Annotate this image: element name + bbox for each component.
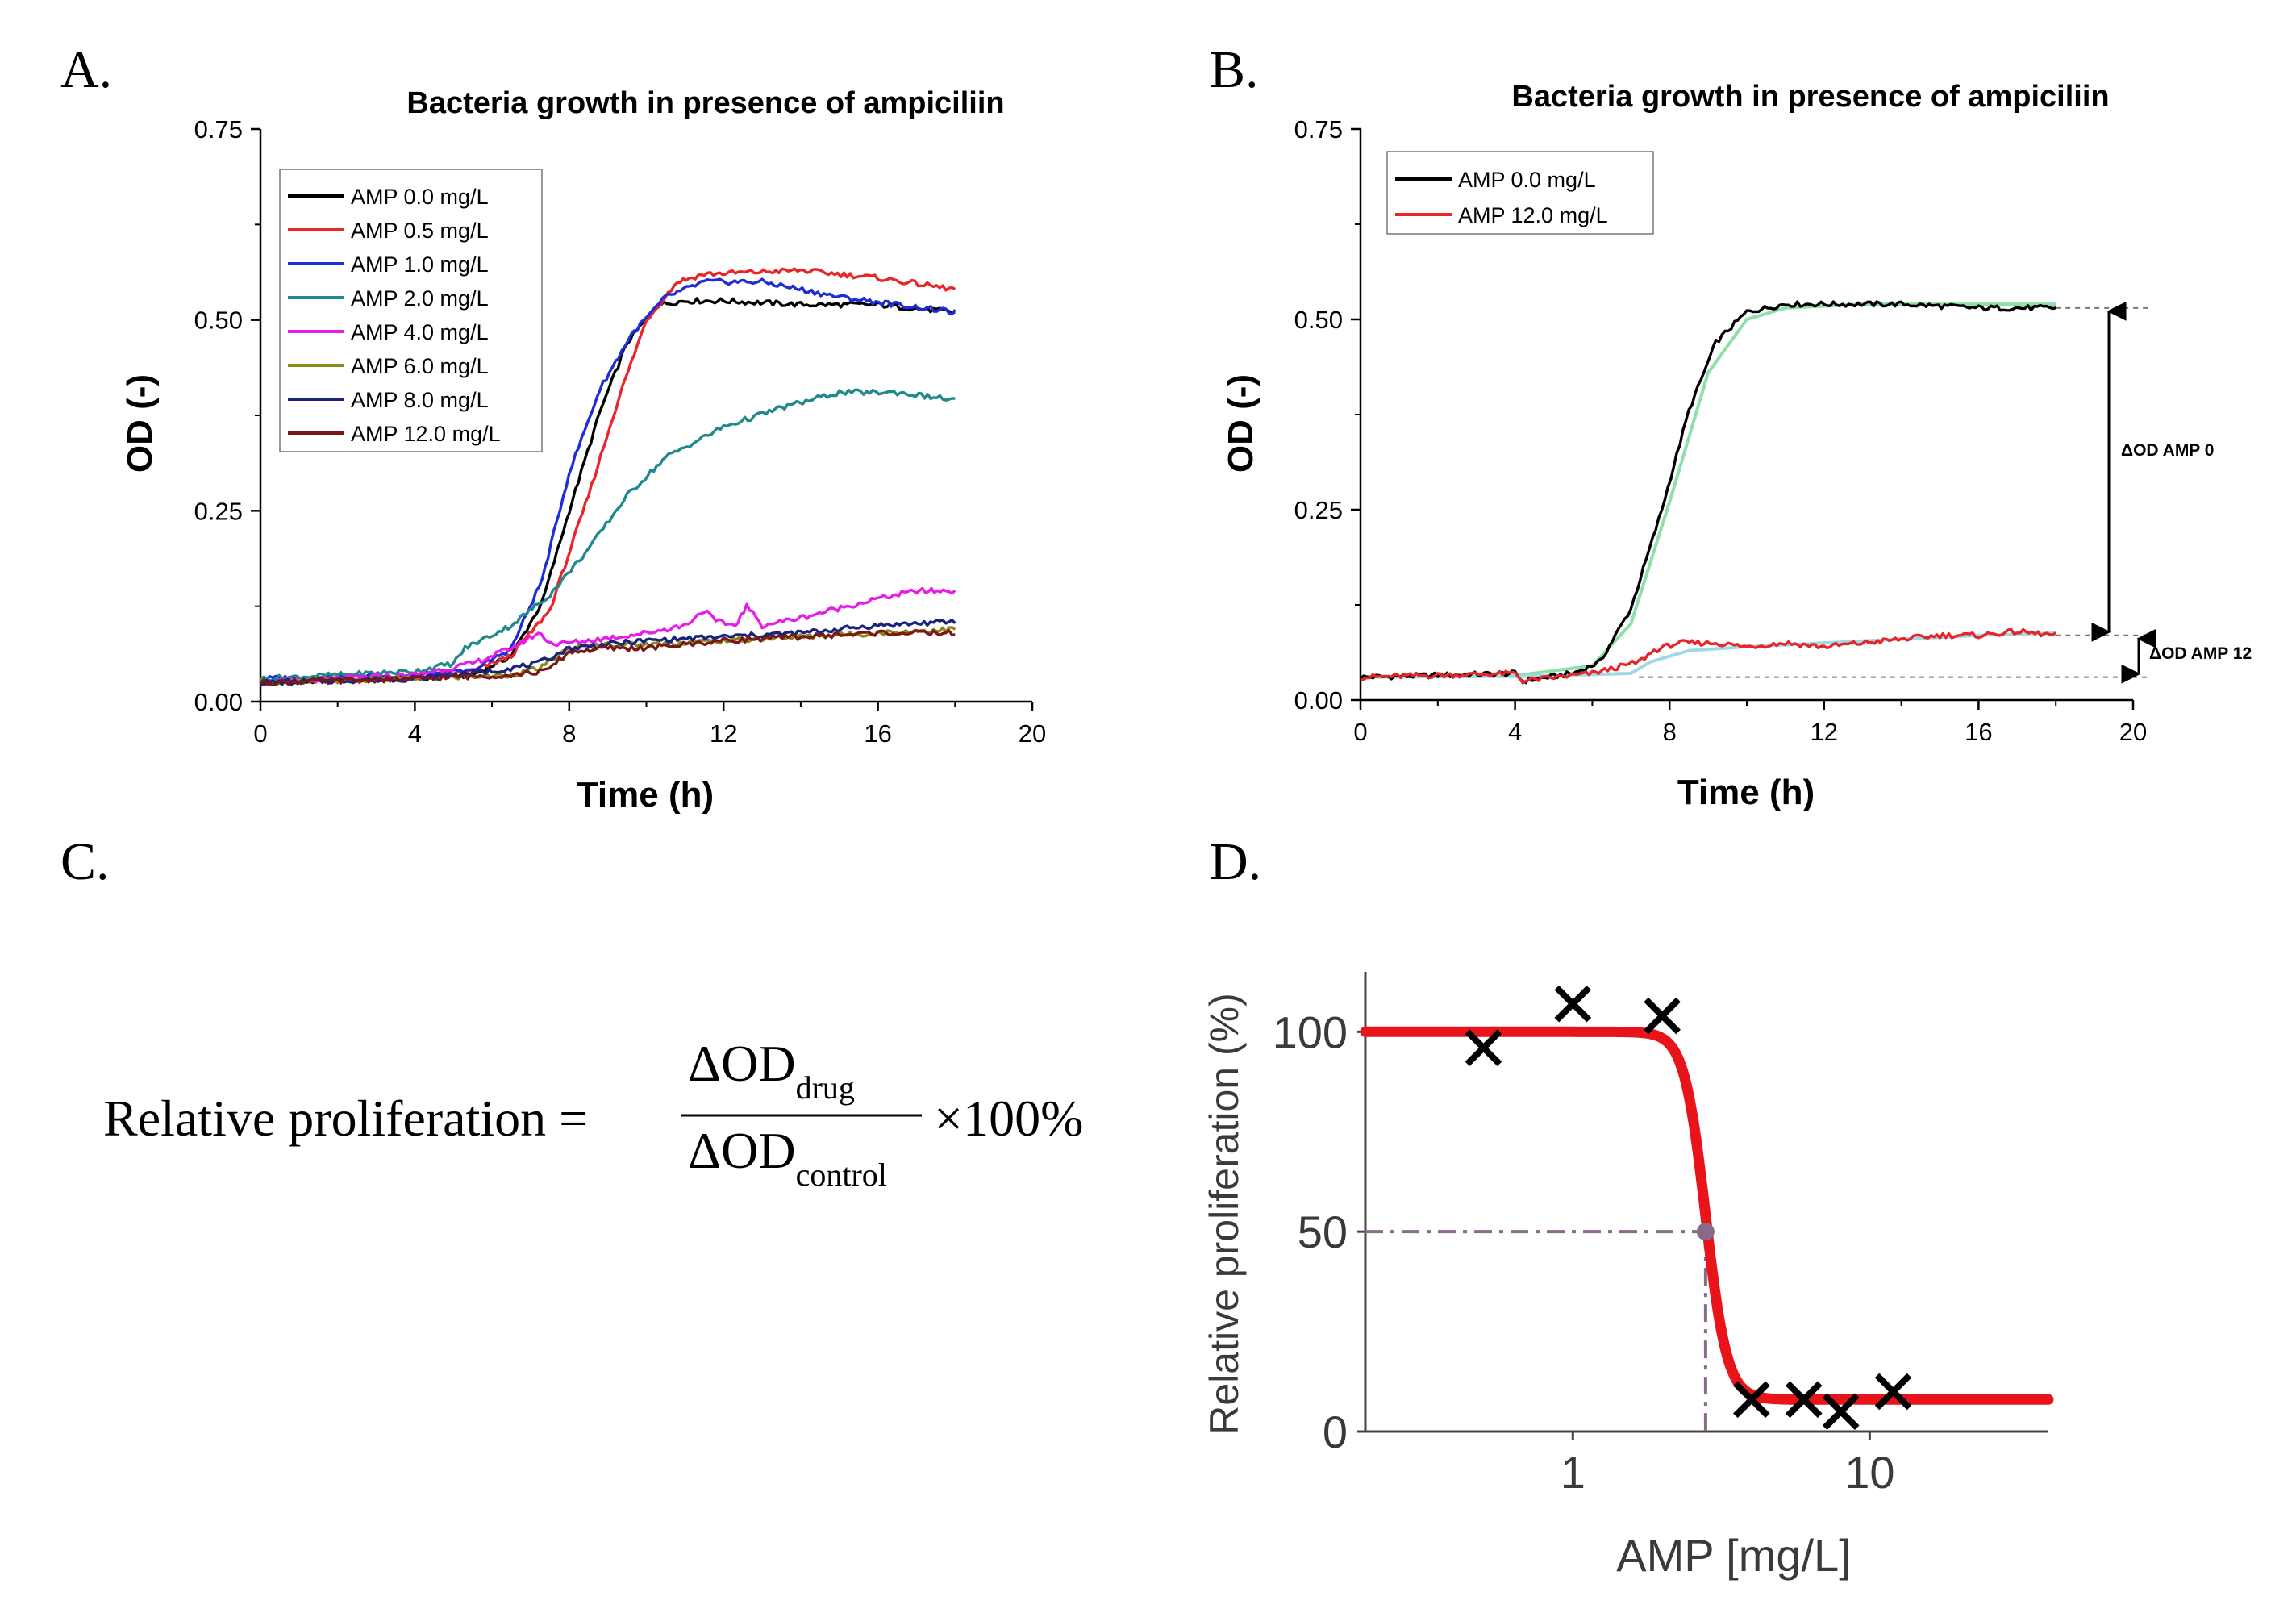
chart-a-legend-label: AMP 2.0 mg/L xyxy=(351,286,489,311)
chart-a-y-tick-label: 0.00 xyxy=(194,688,243,716)
chart-a-series-line xyxy=(260,586,956,686)
chart-b-y-tick-label: 0.50 xyxy=(1294,306,1343,334)
chart-a-legend-box xyxy=(279,169,543,452)
chart-b-fit-line xyxy=(1361,631,2056,679)
chart-a-legend-label: AMP 8.0 mg/L xyxy=(351,388,489,412)
chart-a-x-tick-label: 0 xyxy=(253,719,267,748)
chart-a-plot-area: 0 4 8 12 16 20 0.00 0.25 0.50 0.75 xyxy=(194,115,1047,748)
ic50-point xyxy=(1696,1223,1715,1241)
chart-b-delta-annotations: ΔOD AMP 0 ΔOD AMP 12 xyxy=(1638,301,2252,684)
data-point-marker xyxy=(1874,1373,1912,1411)
data-point-stroke xyxy=(1465,1029,1502,1067)
chart-b-xlabel: Time (h) xyxy=(1677,773,1815,812)
chart-a-series-line xyxy=(259,388,956,682)
delta-label-amp12: ΔOD AMP 12 xyxy=(2149,644,2252,663)
data-point-marker xyxy=(1785,1381,1823,1419)
chart-b-x-tick-label: 16 xyxy=(1965,718,1992,746)
chart-a-legend-label: AMP 4.0 mg/L xyxy=(351,320,489,344)
chart-b-legend-label: AMP 0.0 mg/L xyxy=(1458,168,1596,192)
chart-d-x-tick-label: 10 xyxy=(1844,1447,1894,1498)
chart-a-xlabel: Time (h) xyxy=(577,775,714,815)
formula-denominator: ΔODcontrol xyxy=(688,1122,887,1193)
formula-lhs: Relative proliferation = xyxy=(103,1090,588,1147)
chart-a-legend-label: AMP 1.0 mg/L xyxy=(351,252,489,277)
formula-rhs: ×100% xyxy=(934,1090,1083,1147)
chart-d-y-tick-label: 50 xyxy=(1298,1207,1348,1257)
data-point-stroke xyxy=(1874,1373,1912,1411)
chart-a-ylabel: OD (-) xyxy=(120,374,160,473)
delta-label-amp0: ΔOD AMP 0 xyxy=(2121,441,2214,460)
data-point-stroke xyxy=(1644,997,1681,1035)
chart-a-y-tick-label: 0.50 xyxy=(194,306,243,335)
panel-label-d: D. xyxy=(1210,832,1261,891)
data-point-stroke xyxy=(1733,1381,1770,1419)
panel-label-b: B. xyxy=(1210,40,1259,99)
chart-d-x-tick-label: 1 xyxy=(1561,1447,1586,1498)
chart-d-y-tick-label: 0 xyxy=(1323,1407,1348,1457)
chart-b-title: Bacteria growth in presence of ampicilii… xyxy=(1511,80,2109,114)
chart-b-series-line xyxy=(1359,300,2056,685)
chart-a-x-tick-label: 8 xyxy=(562,719,576,748)
chart-b-x-tick-label: 20 xyxy=(2119,718,2147,746)
panel-label-a: A. xyxy=(60,40,112,99)
formula-den-main: ΔOD xyxy=(688,1122,796,1179)
chart-d-plot-area: 0 50 100 1 10 xyxy=(1273,972,2054,1498)
chart-a-series-line xyxy=(259,628,956,686)
panel-c-formula: Relative proliferation = ΔODdrug ΔODcont… xyxy=(103,1035,1083,1193)
formula-den-sub: control xyxy=(796,1157,887,1193)
chart-b-x-tick-label: 12 xyxy=(1811,718,1838,746)
chart-b-y-tick-label: 0.00 xyxy=(1294,686,1343,715)
formula-num-main: ΔOD xyxy=(688,1035,796,1092)
chart-a-y-tick-label: 0.25 xyxy=(194,497,243,525)
chart-b-series-line xyxy=(1360,627,2057,685)
panel-label-c: C. xyxy=(60,832,110,891)
data-point-stroke xyxy=(1822,1393,1860,1431)
data-point-marker xyxy=(1733,1381,1770,1419)
data-point-stroke xyxy=(1554,985,1592,1023)
chart-d-y-tick-label: 100 xyxy=(1273,1007,1348,1057)
chart-a-x-tick-label: 16 xyxy=(864,719,891,748)
chart-b-legend-box xyxy=(1386,151,1654,235)
formula-numerator: ΔODdrug xyxy=(688,1035,855,1106)
chart-a-x-tick-label: 12 xyxy=(710,719,737,748)
panel-a-chart: Bacteria growth in presence of ampicilii… xyxy=(120,86,1046,815)
data-point-marker xyxy=(1822,1393,1860,1431)
chart-b-x-tick-label: 8 xyxy=(1663,718,1677,746)
chart-a-y-tick-label: 0.75 xyxy=(194,115,243,144)
chart-b-y-tick-label: 0.75 xyxy=(1294,115,1343,144)
chart-a-x-tick-label: 20 xyxy=(1019,719,1046,748)
chart-b-x-tick-label: 0 xyxy=(1353,718,1367,746)
chart-b-y-tick-label: 0.25 xyxy=(1294,496,1343,524)
data-point-stroke xyxy=(1785,1381,1823,1419)
chart-a-x-tick-label: 4 xyxy=(408,719,422,748)
data-point-marker xyxy=(1465,1029,1502,1067)
chart-a-legend-label: AMP 0.5 mg/L xyxy=(351,219,489,243)
data-point-marker xyxy=(1644,997,1681,1035)
chart-b-plot-area: 0 4 8 12 16 20 0.00 0.25 0.50 0.75 xyxy=(1294,115,2148,746)
chart-b-ylabel: OD (-) xyxy=(1221,374,1261,473)
chart-a-legend: AMP 0.0 mg/L AMP 0.5 mg/L AMP 1.0 mg/L AMP … xyxy=(279,169,543,452)
formula-num-sub: drug xyxy=(796,1069,855,1106)
chart-a-title: Bacteria growth in presence of ampicilii… xyxy=(406,86,1004,120)
panel-d-chart: 0 50 100 1 10 AMP [mg/L] Relative proliferat… xyxy=(1202,972,2054,1581)
chart-b-x-tick-label: 4 xyxy=(1508,718,1522,746)
panel-b-chart: Bacteria growth in presence of ampicilii… xyxy=(1221,80,2252,812)
chart-a-legend-label: AMP 12.0 mg/L xyxy=(351,422,501,446)
chart-a-legend-label: AMP 0.0 mg/L xyxy=(351,185,489,209)
chart-b-legend: AMP 0.0 mg/L AMP 12.0 mg/L xyxy=(1386,151,1654,235)
chart-b-legend-label: AMP 12.0 mg/L xyxy=(1458,203,1608,227)
data-point-marker xyxy=(1554,985,1592,1023)
chart-d-ylabel: Relative proliferation (%) xyxy=(1202,993,1247,1434)
chart-d-xlabel: AMP [mg/L] xyxy=(1616,1530,1852,1581)
chart-a-legend-label: AMP 6.0 mg/L xyxy=(351,354,489,378)
